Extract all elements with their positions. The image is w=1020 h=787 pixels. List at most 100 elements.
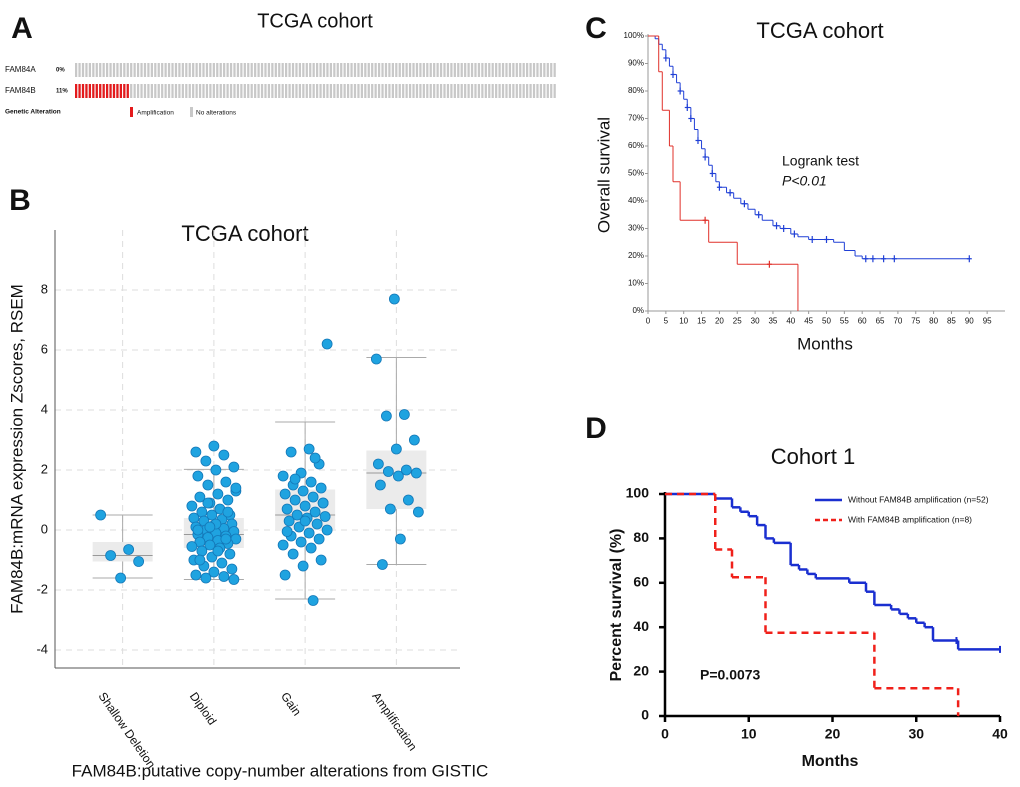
sample-tick: [319, 63, 322, 77]
sample-tick: [522, 63, 525, 77]
sample-tick: [515, 84, 518, 98]
y-tick-label: 8: [41, 281, 48, 296]
x-tick-label: 10: [741, 725, 757, 741]
sample-tick: [223, 63, 226, 77]
sample-tick: [433, 63, 436, 77]
data-point: [123, 544, 135, 555]
altered-tick: [92, 84, 95, 98]
x-tick-label: 50: [822, 316, 831, 325]
annotation: Logrank test: [782, 153, 859, 169]
sample-tick: [295, 63, 298, 77]
sample-tick: [429, 84, 432, 98]
censor-mark: [677, 87, 683, 95]
sample-tick: [285, 84, 288, 98]
sample-tick: [546, 84, 549, 98]
sample-tick: [467, 84, 470, 98]
sample-tick: [433, 84, 436, 98]
sample-tick: [505, 84, 508, 98]
sample-tick: [381, 63, 384, 77]
data-point: [402, 494, 414, 506]
sample-tick: [192, 63, 195, 77]
y-tick-label: 20%: [628, 251, 644, 260]
sample-tick: [302, 84, 305, 98]
x-tick-label: 95: [983, 316, 992, 325]
sample-tick: [185, 84, 188, 98]
data-point: [321, 524, 333, 536]
sample-tick: [395, 84, 398, 98]
sample-tick: [539, 63, 543, 77]
data-point: [394, 533, 406, 545]
data-point: [305, 542, 317, 554]
x-tick-label: 80: [929, 316, 938, 325]
data-point: [410, 467, 422, 479]
sample-tick: [147, 63, 150, 77]
y-tick-label: 30%: [628, 224, 644, 233]
data-point: [279, 488, 291, 500]
x-axis-label: FAM84B:putative copy-number alterations …: [72, 761, 489, 780]
y-tick-label: 0: [41, 521, 48, 536]
sample-tick: [102, 63, 105, 77]
sample-tick: [350, 63, 353, 77]
x-tick-label: 75: [911, 316, 920, 325]
sample-tick: [474, 84, 477, 98]
sample-tick: [340, 63, 343, 77]
sample-tick: [374, 84, 377, 98]
sample-tick: [426, 63, 429, 77]
sample-tick: [267, 63, 271, 77]
data-point: [105, 550, 117, 561]
data-point: [309, 452, 321, 464]
y-tick-label: 4: [41, 401, 48, 416]
sample-tick: [405, 63, 408, 77]
data-point: [202, 479, 214, 491]
sample-tick: [532, 63, 536, 77]
sample-tick: [150, 63, 153, 77]
sample-tick: [333, 63, 336, 77]
sample-tick: [112, 63, 116, 77]
sample-tick: [508, 84, 512, 98]
data-point: [222, 494, 234, 506]
altered-tick: [75, 84, 78, 98]
sample-tick: [481, 84, 484, 98]
percent-label: 11%: [56, 89, 68, 95]
data-point: [317, 497, 329, 509]
y-tick-label: 90%: [628, 59, 644, 68]
sample-tick: [384, 63, 388, 77]
sample-tick: [81, 63, 85, 77]
sample-tick: [457, 63, 460, 77]
x-tick-label: 0: [646, 316, 651, 325]
sample-tick: [415, 63, 419, 77]
data-point: [382, 466, 394, 477]
data-point: [315, 482, 327, 494]
sample-tick: [143, 63, 147, 77]
sample-tick: [450, 63, 453, 77]
data-point: [400, 464, 412, 476]
y-tick-label: 20: [633, 662, 649, 678]
sample-tick: [271, 84, 274, 98]
sample-tick: [260, 84, 264, 98]
y-tick-label: 70%: [628, 114, 644, 123]
sample-tick: [226, 84, 229, 98]
x-tick-label: 25: [733, 316, 742, 325]
sample-tick: [274, 63, 277, 77]
sample-tick: [395, 63, 398, 77]
sample-tick: [453, 84, 456, 98]
censor-mark: [727, 189, 733, 197]
y-tick-label: 2: [41, 461, 48, 476]
data-point: [228, 461, 240, 473]
data-point: [115, 572, 127, 584]
sample-tick: [422, 63, 425, 77]
sample-tick: [309, 84, 312, 98]
censor-mark: [695, 137, 701, 144]
altered-tick: [116, 84, 119, 98]
sample-tick: [343, 63, 346, 77]
data-point: [384, 503, 396, 515]
altered-tick: [88, 84, 92, 98]
y-tick-label: 60%: [628, 141, 644, 150]
panel-letter: C: [585, 12, 607, 45]
sample-tick: [402, 63, 405, 77]
altered-tick: [99, 84, 102, 98]
sample-tick: [553, 84, 556, 98]
data-point: [220, 476, 232, 488]
sample-tick: [174, 63, 178, 77]
